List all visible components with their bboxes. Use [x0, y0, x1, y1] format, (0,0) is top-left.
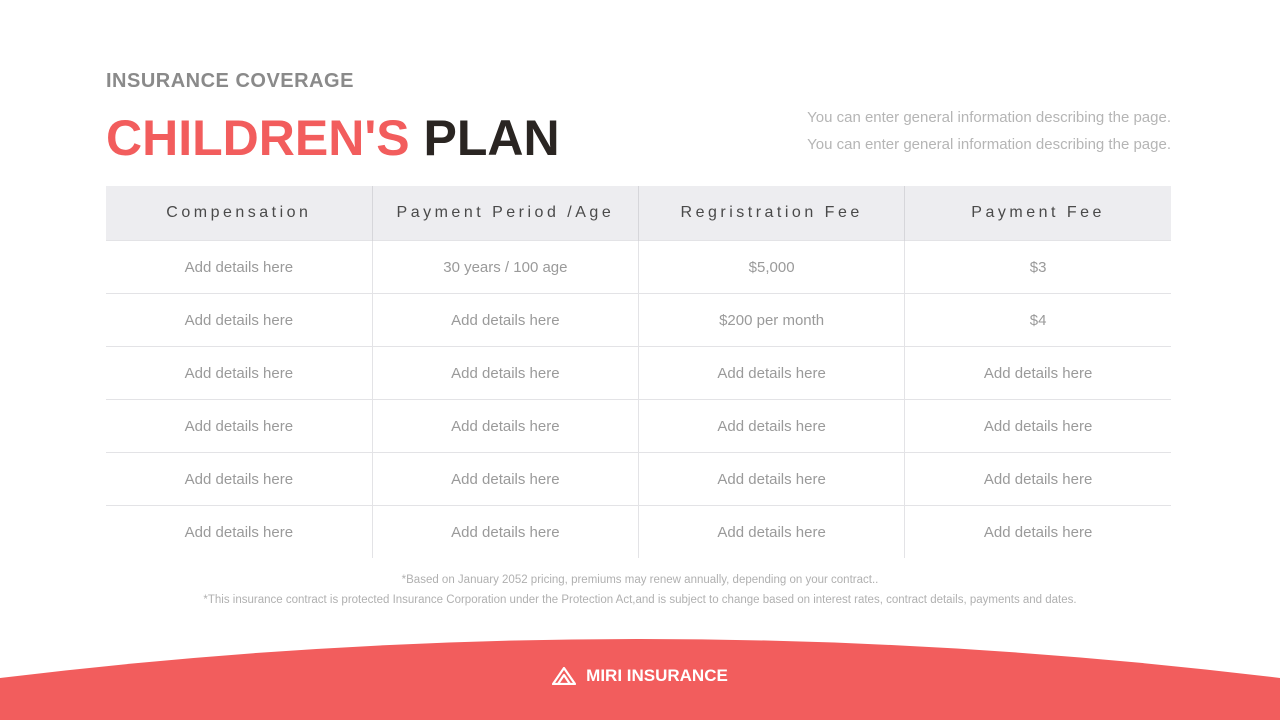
table-cell: Add details here	[371, 505, 639, 558]
table-cell: Add details here	[637, 399, 905, 453]
table-cell: Add details here	[637, 346, 905, 400]
table-cell: Add details here	[106, 346, 373, 400]
table-row: Add details here Add details here Add deta…	[106, 505, 1171, 558]
table-cell: Add details here	[106, 505, 373, 558]
table-cell: Add details here	[106, 452, 373, 506]
section-subtitle: INSURANCE COVERAGE	[106, 70, 354, 92]
table-row: Add details here Add details here $200 per…	[106, 293, 1171, 347]
table-cell: Add details here	[371, 399, 639, 453]
description-line: You can enter general information descri…	[807, 109, 1171, 126]
table-cell: $4	[904, 293, 1171, 347]
table-cell: Add details here	[637, 505, 905, 558]
footnote: *This insurance contract is protected In…	[203, 594, 1077, 606]
column-header: Compensation	[106, 186, 373, 241]
footer-wave	[0, 639, 1280, 720]
table-cell: Add details here	[371, 452, 639, 506]
table-cell: Add details here	[904, 346, 1171, 400]
table-row: Add details here Add details here Add deta…	[106, 399, 1171, 453]
page-title: CHILDREN'S PLAN	[106, 108, 560, 168]
footer-brand: MIRI INSURANCE	[0, 666, 1280, 686]
table-cell: 30 years / 100 age	[371, 240, 639, 294]
table-cell: Add details here	[904, 399, 1171, 453]
footnotes: *Based on January 2052 pricing, premiums…	[0, 570, 1280, 610]
table-cell: $5,000	[637, 240, 905, 294]
footnote: *Based on January 2052 pricing, premiums…	[401, 574, 879, 586]
table-row: Add details here 30 years / 100 age $5,000…	[106, 240, 1171, 294]
table-cell: Add details here	[371, 346, 639, 400]
table-cell: Add details here	[904, 452, 1171, 506]
table-cell: $3	[904, 240, 1171, 294]
brand-name: MIRI INSURANCE	[586, 666, 728, 685]
column-header: Payment Fee	[904, 186, 1171, 241]
title-accent: CHILDREN'S	[106, 110, 410, 166]
table-cell: Add details here	[106, 293, 373, 347]
table-cell: Add details here	[904, 505, 1171, 558]
plan-table: Compensation Payment Period /Age Regristra…	[106, 186, 1171, 558]
page-description: You can enter general information descri…	[807, 104, 1171, 158]
column-header: Payment Period /Age	[371, 186, 639, 241]
table-cell: Add details here	[106, 240, 373, 294]
table-cell: Add details here	[371, 293, 639, 347]
table-row: Add details here Add details here Add deta…	[106, 346, 1171, 400]
description-line: You can enter general information descri…	[807, 136, 1171, 153]
title-main: PLAN	[423, 110, 560, 166]
table-cell: $200 per month	[637, 293, 905, 347]
table-cell: Add details here	[637, 452, 905, 506]
table-row: Add details here Add details here Add deta…	[106, 452, 1171, 506]
table-cell: Add details here	[106, 399, 373, 453]
mountain-logo-icon	[552, 667, 577, 685]
column-header: Regristration Fee	[637, 186, 905, 241]
